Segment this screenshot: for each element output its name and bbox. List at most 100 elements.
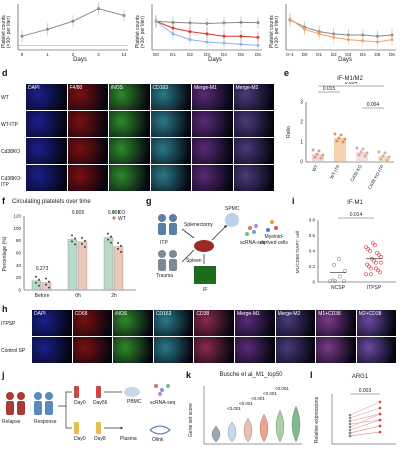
data-point (339, 133, 343, 137)
x-tick-label: NCSP (331, 285, 346, 291)
data-point (368, 249, 372, 253)
data-point (117, 247, 119, 250)
data-point (337, 257, 341, 262)
legend-label: WT (118, 216, 126, 222)
micrograph-tile (233, 111, 274, 137)
row-label: WT (1, 94, 9, 101)
data-point (361, 147, 365, 151)
data-point (348, 422, 352, 426)
paired-line (349, 419, 381, 425)
panel-d-label: d (2, 68, 8, 78)
data-point (256, 43, 260, 47)
pbmc-icon (124, 387, 140, 397)
top-mid-ylabel: Platelet counts (×10⁹ per liter) (135, 2, 146, 50)
p-value-label: 0.004 (345, 82, 358, 86)
data-point (303, 27, 307, 31)
micrograph-tile (26, 111, 67, 137)
data-point (375, 251, 379, 255)
data-point (374, 266, 378, 271)
panel-e-title: IF-M1/M2 (337, 76, 363, 82)
micrograph-tile (233, 165, 274, 191)
x-tick-label: D2 (331, 52, 337, 57)
bar (67, 239, 78, 291)
data-point (378, 406, 382, 410)
data-point (333, 132, 337, 136)
data-point (333, 279, 337, 284)
data-point (38, 278, 40, 281)
j-olink-label: Olink (152, 437, 164, 443)
spmc-cells-icon (225, 213, 239, 227)
micrograph-tile (109, 84, 150, 110)
data-point (379, 157, 383, 161)
data-point (343, 268, 347, 273)
data-point (364, 245, 368, 250)
x-tick-label: 2 (72, 52, 75, 57)
y-tick-label: 0.4 (309, 249, 316, 254)
x-tick-label: WT-ITP (329, 164, 341, 180)
top-mid-ylabel-text: Platelet counts (×10⁹ per liter) (135, 15, 146, 48)
data-point (317, 32, 321, 36)
micrograph-tile (109, 111, 150, 137)
data-point (97, 7, 100, 11)
data-point (48, 286, 50, 289)
p-value-label: 0.805 (72, 210, 85, 216)
j-pbmc-label: PBMC (127, 399, 142, 405)
data-point (313, 155, 317, 159)
series-line (289, 19, 393, 37)
data-point (117, 241, 119, 244)
x-tick-label: WT (311, 164, 319, 173)
data-point (45, 283, 47, 286)
y-tick-label: 0.2 (309, 264, 316, 269)
panel-h-image-grid: DAPI CD68 iNOS CD163 CD38 Merge-M1 Merge-M2 M1+… (32, 310, 398, 364)
micrograph-tile (150, 111, 191, 137)
data-point (122, 14, 126, 17)
j-scrna-label: scRNA-seq (150, 400, 176, 406)
data-point (369, 272, 373, 277)
data-point (205, 32, 209, 36)
y-axis-label: Relative expressions (314, 396, 320, 443)
micrograph-tile (113, 337, 153, 363)
if-image-icon (194, 266, 216, 284)
violin (259, 413, 269, 443)
panel-e-label: e (284, 68, 290, 78)
panel-l-label: l (310, 370, 313, 380)
data-point (20, 34, 24, 38)
panel-d-image-grid: DAPI F4/80 iNOS CD163 Merge-M1 Merge-M2 (26, 84, 276, 192)
top-right-line-chart: 0–1 D0 D1 D2 D3 D4 D5 D6 (285, 4, 396, 57)
data-point (71, 234, 73, 237)
day0-plasma-tube-icon (74, 422, 79, 434)
micrograph-tile (194, 310, 234, 336)
bar (41, 282, 52, 291)
data-point (222, 34, 226, 38)
micrograph-tile (233, 138, 274, 164)
bar (113, 246, 124, 291)
y-tick-label: 2 (300, 120, 303, 126)
column-header: M2+CD38 (358, 311, 382, 317)
y-axis-label: Percentage (%) (2, 236, 8, 271)
data-point (374, 260, 378, 265)
data-point (256, 21, 260, 25)
y-tick-label: 0 (312, 280, 315, 285)
column-header: Merge-M2 (235, 85, 259, 91)
column-header: DAPI (34, 311, 46, 317)
paired-line (349, 401, 381, 416)
data-point (188, 21, 192, 25)
data-point (317, 149, 321, 153)
day0-tube-icon (74, 386, 79, 398)
top-left-line-chart: 0 1 2 3 14 (17, 2, 128, 57)
data-point (373, 243, 377, 248)
bar (334, 138, 346, 162)
panel-i-title: IF-M1 (347, 200, 363, 206)
micrograph-tile (235, 310, 275, 336)
x-tick-label: 0–1 (286, 52, 294, 57)
x-tick-label: D5 (375, 52, 381, 57)
bar (356, 152, 368, 162)
data-point (377, 150, 381, 154)
data-point (361, 39, 365, 43)
data-point (346, 38, 350, 42)
data-point (367, 264, 371, 269)
myeloid-umap-icon (266, 220, 278, 232)
g-spleen-label: Spleen (186, 258, 202, 264)
g-if-label: IF (203, 287, 208, 293)
j-relapse-label: Relapse (2, 419, 21, 425)
